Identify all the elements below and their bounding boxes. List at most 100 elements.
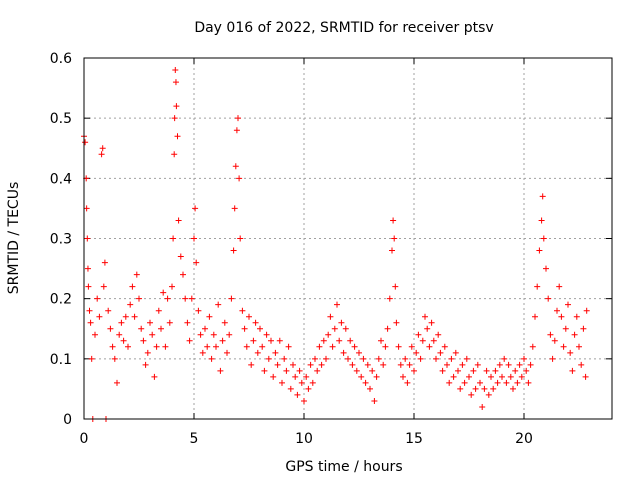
data-point (540, 235, 547, 242)
data-point (461, 379, 468, 386)
data-point (406, 361, 413, 368)
data-point (512, 367, 519, 374)
data-point (84, 235, 91, 242)
data-point (261, 367, 268, 374)
data-point (496, 361, 503, 368)
data-point (455, 367, 461, 374)
y-tick-label: 0.5 (50, 111, 72, 127)
data-point (151, 373, 158, 380)
data-point (446, 379, 453, 386)
data-point (336, 337, 343, 344)
data-point (243, 343, 250, 350)
data-point (206, 313, 213, 320)
data-point (373, 373, 380, 380)
data-point (422, 313, 428, 320)
plot-frame (83, 57, 613, 420)
data-point (88, 355, 95, 362)
data-point (532, 313, 538, 320)
data-point (472, 385, 479, 392)
data-point (501, 355, 508, 362)
data-point (232, 163, 239, 170)
data-point (287, 385, 294, 392)
data-point (248, 361, 255, 368)
data-point (180, 271, 186, 278)
chart-title: Day 016 of 2022, SRMTID for receiver pts… (194, 20, 493, 36)
data-point (527, 361, 534, 368)
data-point (539, 193, 546, 200)
data-point (82, 139, 89, 146)
data-point (505, 361, 512, 368)
data-point (582, 373, 589, 380)
data-point (534, 283, 541, 290)
data-point (246, 313, 252, 320)
data-point (402, 355, 409, 362)
data-point (175, 217, 182, 224)
data-point (499, 373, 505, 380)
data-point (490, 385, 497, 392)
data-point (549, 355, 556, 362)
data-point (560, 343, 567, 350)
data-point (580, 325, 587, 332)
data-point (538, 217, 545, 224)
data-point (164, 295, 171, 302)
data-point (565, 301, 571, 308)
data-point (191, 235, 197, 242)
data-point (129, 283, 136, 290)
data-point (358, 373, 365, 380)
data-point (536, 247, 543, 254)
data-point (371, 397, 378, 404)
data-point (199, 349, 206, 356)
data-point (488, 373, 494, 380)
data-point (323, 355, 329, 362)
data-point (327, 313, 334, 320)
data-point (204, 343, 211, 350)
y-tick-label: 0.1 (50, 352, 72, 368)
data-point (186, 337, 193, 344)
data-point (367, 385, 373, 392)
y-tick-label: 0.6 (50, 51, 72, 67)
data-point (142, 361, 149, 368)
data-point (543, 265, 549, 272)
data-point (556, 283, 563, 290)
data-point (514, 379, 521, 386)
data-point (459, 361, 466, 368)
data-point (144, 349, 151, 356)
data-point (274, 361, 281, 368)
y-tick-label: 0.2 (50, 292, 72, 308)
data-point (320, 337, 327, 344)
data-point (452, 349, 459, 356)
data-point (197, 331, 204, 338)
data-point (250, 337, 257, 344)
data-point (171, 151, 178, 158)
data-point (301, 397, 307, 404)
y-tick-label: 0.4 (50, 171, 72, 187)
data-point (118, 319, 125, 326)
data-point (393, 319, 400, 326)
data-point (252, 319, 259, 326)
data-point (98, 151, 105, 158)
data-point (510, 385, 516, 392)
data-point (87, 319, 94, 326)
data-point (192, 205, 199, 212)
data-point (85, 283, 92, 290)
data-point (413, 349, 420, 356)
data-point (166, 319, 173, 326)
data-point (390, 217, 397, 224)
data-point (111, 355, 118, 362)
data-point (215, 301, 222, 308)
data-point (236, 175, 243, 182)
data-point (285, 343, 292, 350)
data-point (408, 343, 415, 350)
y-tick-label: 0.3 (50, 232, 72, 248)
data-point (492, 367, 499, 374)
data-point (153, 343, 160, 350)
data-point (545, 295, 552, 302)
data-point (162, 343, 169, 350)
data-point (375, 355, 382, 362)
data-point (507, 373, 514, 380)
data-point (86, 307, 93, 314)
y-axis-label: SRMTID / TECUs (6, 182, 22, 295)
data-point (362, 379, 369, 386)
